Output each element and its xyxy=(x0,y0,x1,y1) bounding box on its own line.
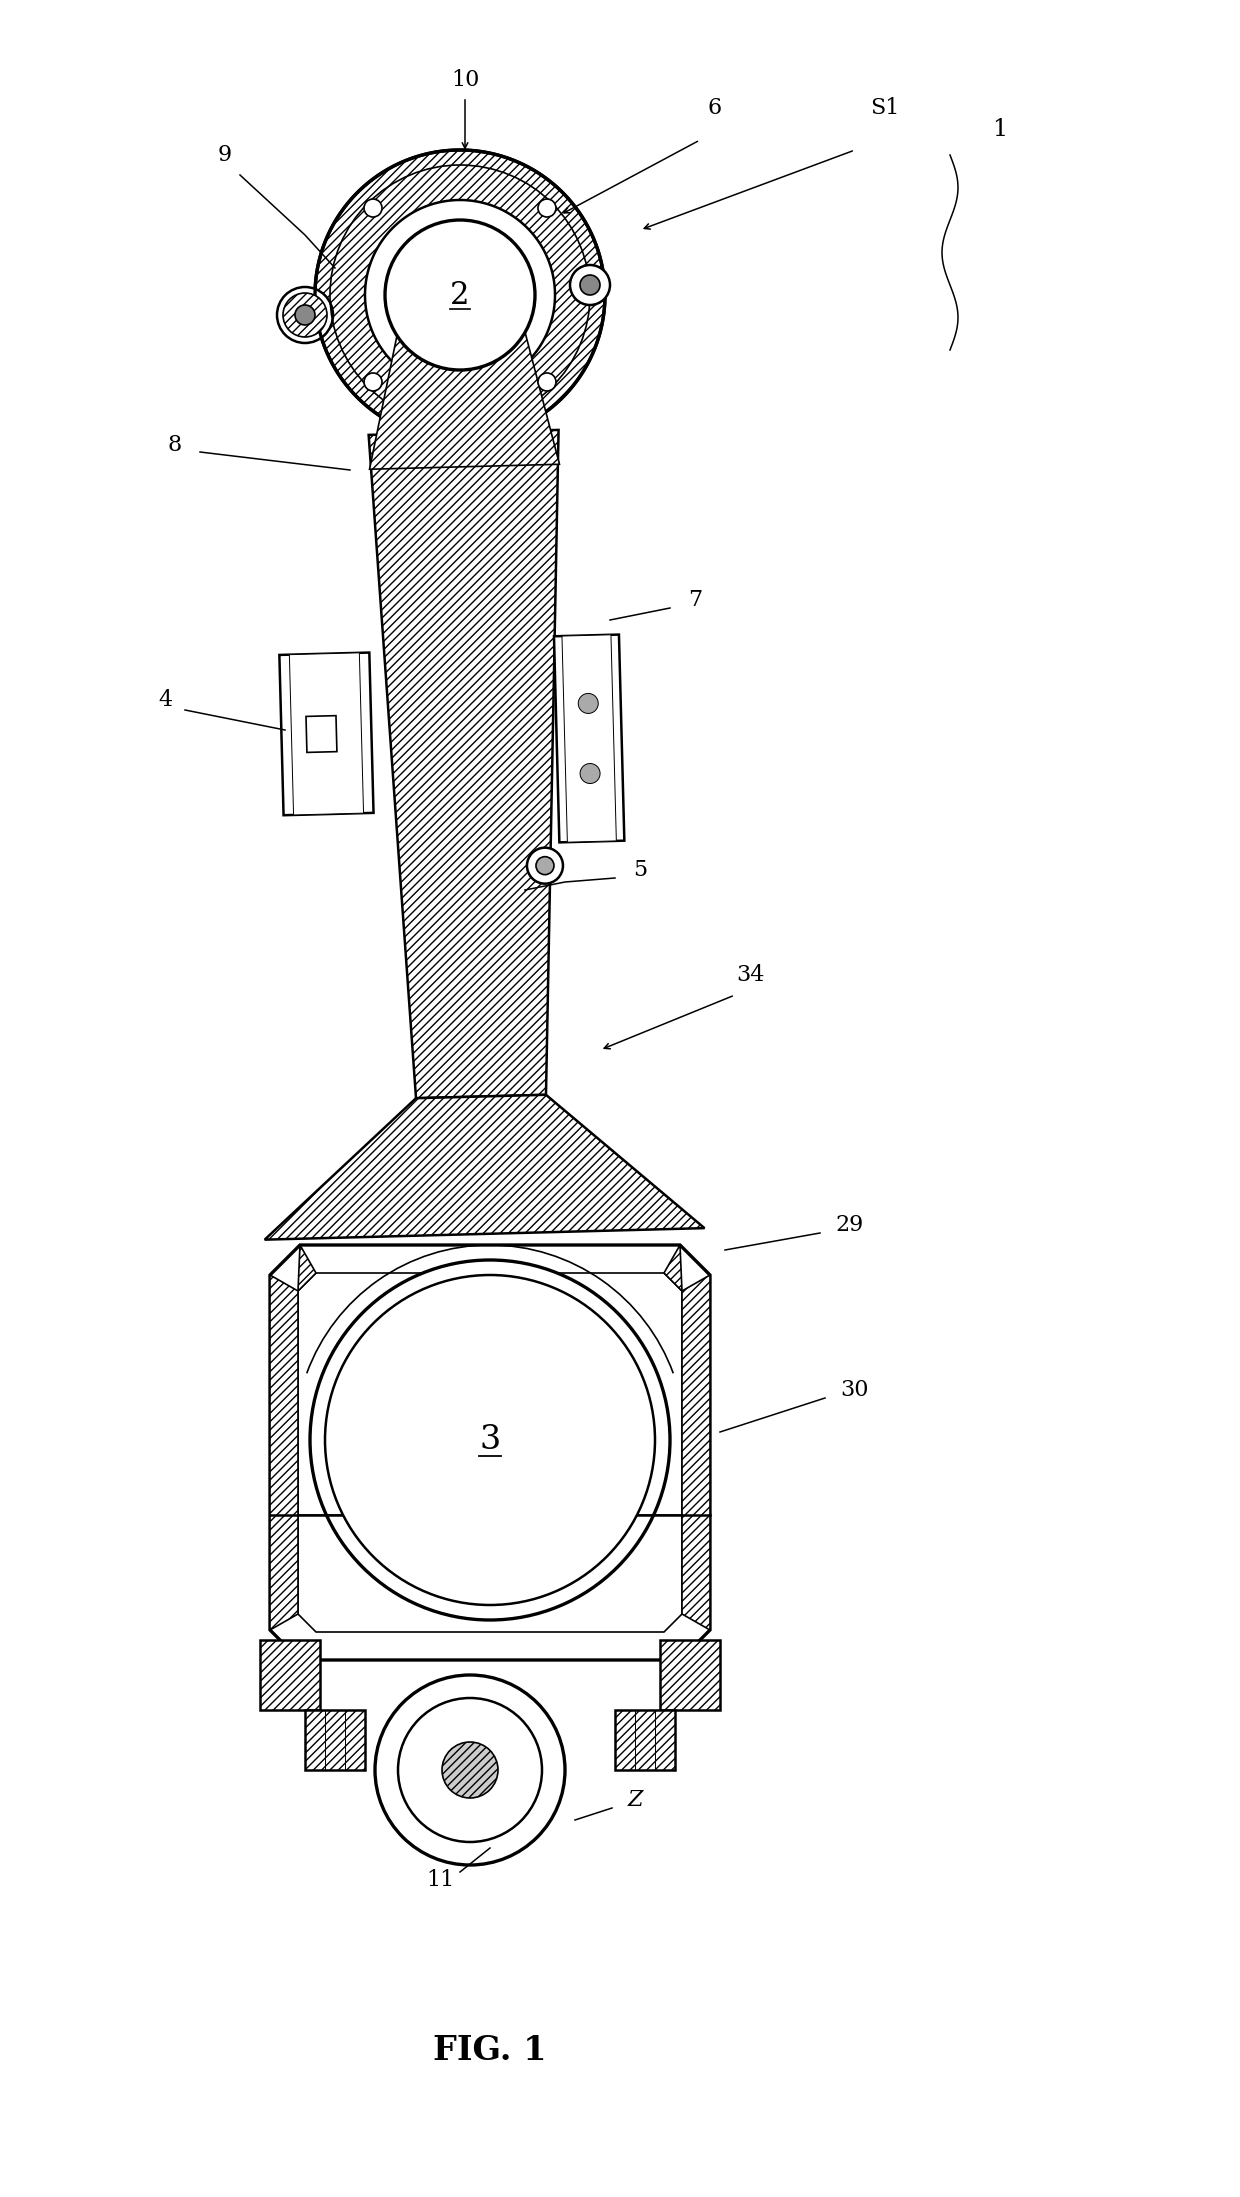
Circle shape xyxy=(441,1742,498,1797)
Circle shape xyxy=(365,373,382,391)
Circle shape xyxy=(580,275,600,294)
Text: 10: 10 xyxy=(451,68,479,90)
Text: 4: 4 xyxy=(157,690,172,712)
Text: 3: 3 xyxy=(480,1424,501,1457)
Circle shape xyxy=(384,220,534,369)
Polygon shape xyxy=(370,294,559,470)
Polygon shape xyxy=(615,1709,675,1771)
Polygon shape xyxy=(306,716,337,751)
Polygon shape xyxy=(315,149,605,439)
Text: 1: 1 xyxy=(992,119,1008,141)
Polygon shape xyxy=(279,653,373,815)
Polygon shape xyxy=(682,1274,711,1630)
Circle shape xyxy=(538,373,556,391)
Polygon shape xyxy=(298,1246,316,1292)
Circle shape xyxy=(536,857,554,874)
Text: 8: 8 xyxy=(167,435,182,457)
Circle shape xyxy=(374,1674,565,1865)
Text: 7: 7 xyxy=(688,589,702,611)
Circle shape xyxy=(538,200,556,218)
Circle shape xyxy=(325,1274,655,1606)
Circle shape xyxy=(283,292,327,336)
Text: FIG. 1: FIG. 1 xyxy=(433,2034,547,2067)
Polygon shape xyxy=(315,149,605,439)
Text: 2: 2 xyxy=(450,279,470,310)
Polygon shape xyxy=(289,653,363,815)
Circle shape xyxy=(310,1261,670,1619)
Polygon shape xyxy=(298,1272,682,1632)
Polygon shape xyxy=(663,1246,682,1292)
Text: 6: 6 xyxy=(708,97,722,119)
Polygon shape xyxy=(562,635,616,841)
Circle shape xyxy=(365,200,382,218)
Text: 29: 29 xyxy=(836,1215,864,1237)
Polygon shape xyxy=(260,1639,320,1709)
Text: Z: Z xyxy=(627,1788,642,1810)
Polygon shape xyxy=(554,635,625,841)
Text: 34: 34 xyxy=(735,964,764,986)
Circle shape xyxy=(277,288,334,343)
Text: 11: 11 xyxy=(425,1870,454,1892)
Polygon shape xyxy=(305,1709,365,1771)
Polygon shape xyxy=(315,149,605,439)
Circle shape xyxy=(527,848,563,883)
Text: 30: 30 xyxy=(841,1380,869,1402)
Polygon shape xyxy=(368,431,558,1098)
Circle shape xyxy=(570,266,610,305)
Polygon shape xyxy=(365,200,556,391)
Text: S1: S1 xyxy=(870,97,900,119)
Polygon shape xyxy=(264,1094,704,1239)
Circle shape xyxy=(580,765,600,784)
Circle shape xyxy=(578,694,598,714)
Circle shape xyxy=(295,305,315,325)
Circle shape xyxy=(398,1698,542,1841)
Text: 5: 5 xyxy=(632,859,647,881)
Text: 9: 9 xyxy=(218,145,232,167)
Polygon shape xyxy=(270,1246,711,1661)
Polygon shape xyxy=(270,1274,298,1630)
Polygon shape xyxy=(660,1639,720,1709)
